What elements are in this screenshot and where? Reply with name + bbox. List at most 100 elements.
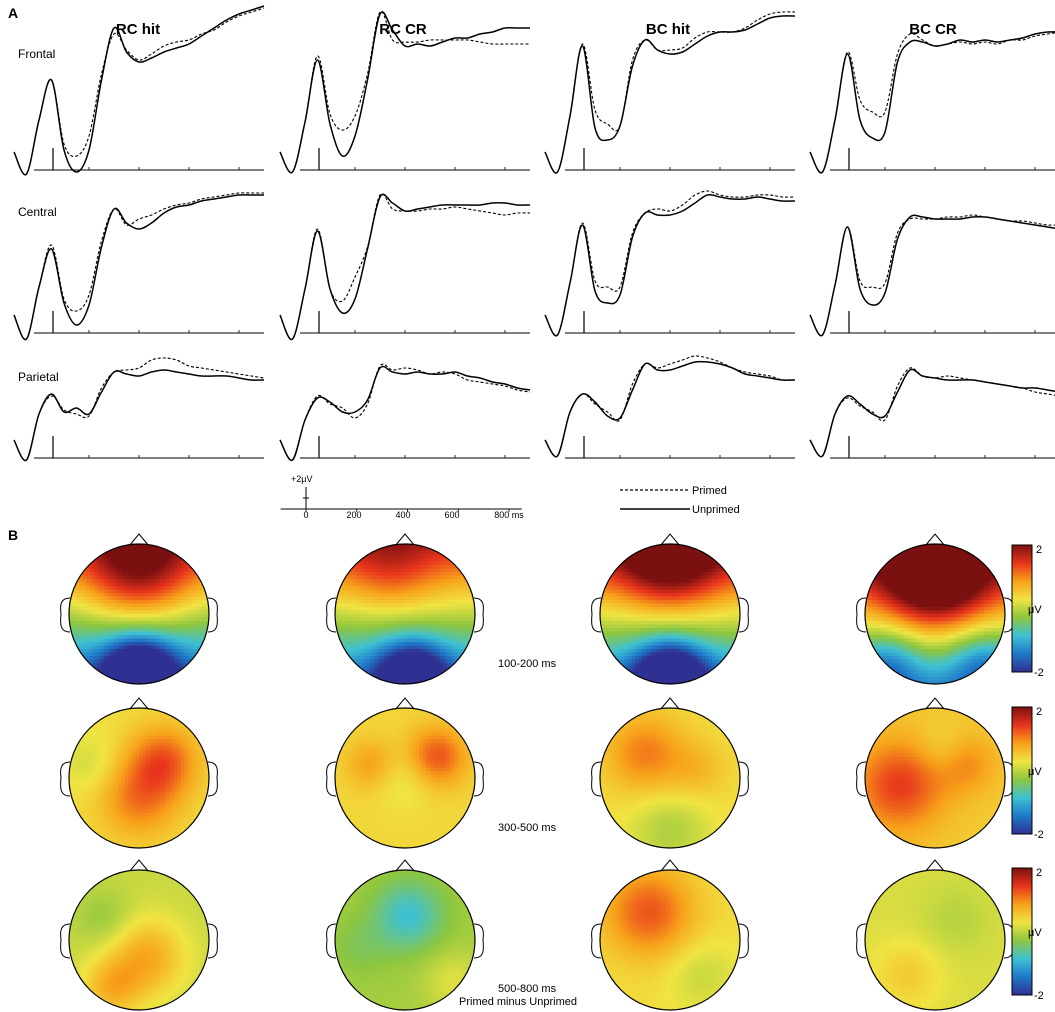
field-cell xyxy=(649,617,654,622)
field-cell xyxy=(93,649,98,654)
field-cell xyxy=(433,600,438,605)
field-cell xyxy=(111,561,116,566)
field-cell xyxy=(356,628,361,633)
field-cell xyxy=(471,677,475,682)
field-cell xyxy=(638,617,643,622)
field-cell xyxy=(656,554,661,559)
field-cell xyxy=(652,589,657,594)
field-cell xyxy=(181,565,186,570)
field-cell xyxy=(457,642,462,647)
field-cell xyxy=(174,649,179,654)
field-cell xyxy=(135,624,140,629)
field-cell xyxy=(614,677,619,682)
field-cell xyxy=(163,607,168,612)
field-cell xyxy=(342,631,347,636)
field-cell xyxy=(79,582,84,587)
field-cell xyxy=(373,565,378,570)
field-cell xyxy=(167,666,172,671)
field-cell xyxy=(335,617,340,622)
field-cell xyxy=(188,600,193,605)
field-cell xyxy=(454,607,459,612)
field-cell xyxy=(359,673,364,678)
field-cell xyxy=(359,610,364,615)
field-cell xyxy=(659,568,664,573)
field-cell xyxy=(719,638,724,643)
field-cell xyxy=(645,551,650,556)
field-cell xyxy=(79,600,84,605)
field-cell xyxy=(149,659,154,664)
field-cell xyxy=(624,586,629,591)
field-cell xyxy=(670,663,675,668)
field-cell xyxy=(443,617,448,622)
field-cell xyxy=(359,558,364,563)
field-cell xyxy=(610,649,615,654)
field-cell xyxy=(405,624,410,629)
field-cell xyxy=(160,663,165,668)
field-cell xyxy=(93,558,98,563)
field-cell xyxy=(694,610,699,615)
field-cell xyxy=(419,554,424,559)
field-cell xyxy=(149,596,154,601)
field-cell xyxy=(719,607,724,612)
field-cell xyxy=(380,635,385,640)
field-cell xyxy=(673,680,678,684)
field-cell xyxy=(356,586,361,591)
field-cell xyxy=(656,582,661,587)
field-cell xyxy=(174,614,179,619)
field-cell xyxy=(90,607,95,612)
field-cell xyxy=(708,631,713,636)
field-cell xyxy=(118,600,123,605)
field-cell xyxy=(100,582,105,587)
field-cell xyxy=(90,621,95,626)
field-cell xyxy=(366,586,371,591)
field-cell xyxy=(387,670,392,675)
field-cell xyxy=(656,656,661,661)
field-cell xyxy=(83,600,88,605)
field-cell xyxy=(684,617,689,622)
field-cell xyxy=(394,579,399,584)
field-cell xyxy=(705,635,710,640)
field-cell xyxy=(712,561,717,566)
field-cell xyxy=(701,624,706,629)
field-cell xyxy=(663,610,668,615)
field-cell xyxy=(100,659,105,664)
field-cell xyxy=(719,645,724,650)
field-cell xyxy=(335,659,340,664)
field-cell xyxy=(631,638,636,643)
field-cell xyxy=(128,638,133,643)
field-cell xyxy=(691,666,696,671)
field-cell xyxy=(97,547,102,552)
field-cell xyxy=(722,614,727,619)
field-cell xyxy=(454,677,459,682)
field-cell xyxy=(628,628,633,633)
field-cell xyxy=(471,603,475,608)
field-cell xyxy=(195,638,200,643)
field-cell xyxy=(184,572,189,577)
field-cell xyxy=(90,635,95,640)
field-cell xyxy=(90,589,95,594)
field-cell xyxy=(698,561,703,566)
field-cell xyxy=(687,593,692,598)
waveform-unprimed-rc-hit-central xyxy=(13,194,264,341)
field-cell xyxy=(607,680,612,684)
field-cell xyxy=(628,631,633,636)
field-cell xyxy=(153,624,158,629)
field-cell xyxy=(638,642,643,647)
field-cell xyxy=(666,652,671,657)
field-cell xyxy=(454,544,459,549)
field-cell xyxy=(86,572,91,577)
field-cell xyxy=(387,677,392,682)
field-cell xyxy=(377,631,382,636)
field-cell xyxy=(184,561,189,566)
field-cell xyxy=(174,624,179,629)
field-cell xyxy=(635,624,640,629)
field-cell xyxy=(97,656,102,661)
field-cell xyxy=(132,565,137,570)
field-cell xyxy=(359,586,364,591)
field-cell xyxy=(111,659,116,664)
field-cell xyxy=(72,677,77,682)
field-cell xyxy=(384,673,389,678)
field-cell xyxy=(635,642,640,647)
field-cell xyxy=(163,614,168,619)
field-cell xyxy=(69,666,74,671)
